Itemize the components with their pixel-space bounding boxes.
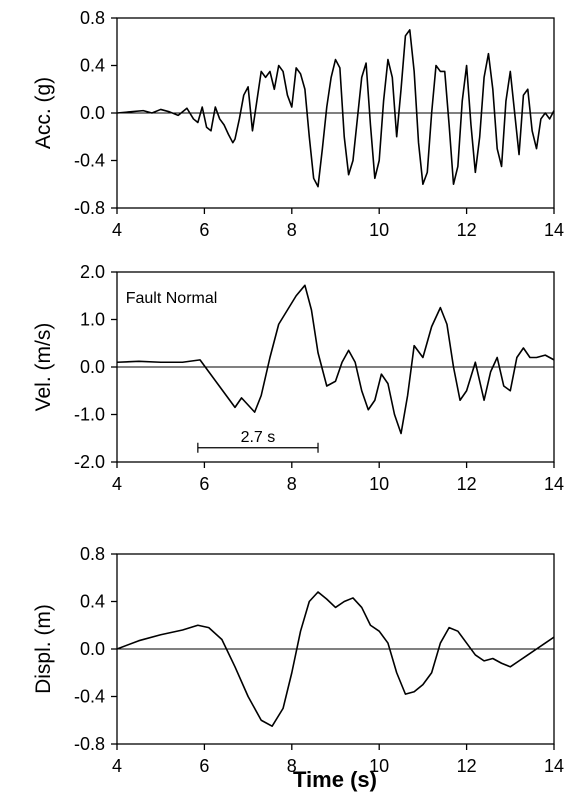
x-tick-label: 10 <box>369 220 389 240</box>
x-axis-ticks-3: 4 6 8 10 12 14 <box>112 744 564 776</box>
fault-normal-annotation: Fault Normal <box>126 290 218 307</box>
y-tick-label: 0.4 <box>80 56 105 76</box>
x-tick-label: 10 <box>369 474 389 494</box>
x-tick-label: 4 <box>112 756 122 776</box>
y-tick-label: -1.0 <box>74 405 105 425</box>
x-tick-label: 8 <box>287 474 297 494</box>
x-axis-ticks-1: 4 6 8 10 12 14 <box>112 208 564 240</box>
duration-annotation: 2.7 s <box>241 429 276 446</box>
x-tick-label: 14 <box>544 756 564 776</box>
y-tick-label: 0.0 <box>80 357 105 377</box>
y-axis-label-1: Acc. (g) <box>32 77 55 149</box>
y-axis-label-3: Displ. (m) <box>32 604 55 694</box>
x-axis-ticks-2: 4 6 8 10 12 14 <box>112 462 564 494</box>
y-tick-label: 0.0 <box>80 639 105 659</box>
x-tick-label: 8 <box>287 756 297 776</box>
panel-velocity: -2.0 -1.0 0.0 1.0 2.0 4 6 8 10 12 14 Fault Normal… <box>32 262 564 494</box>
y-tick-label: -2.0 <box>74 452 105 472</box>
x-tick-label: 8 <box>287 220 297 240</box>
x-tick-label: 14 <box>544 220 564 240</box>
x-tick-label: 14 <box>544 474 564 494</box>
velocity-series-line <box>116 284 555 435</box>
y-tick-label: -0.4 <box>74 687 105 707</box>
y-tick-label: 0.8 <box>80 544 105 564</box>
y-tick-label: 0.4 <box>80 592 105 612</box>
panel-displacement: -0.8 -0.4 0.0 0.4 0.8 4 6 8 10 12 14 Displ. (m) T… <box>32 544 564 792</box>
y-tick-label: -0.8 <box>74 198 105 218</box>
y-tick-label: 2.0 <box>80 262 105 282</box>
y-tick-label: -0.8 <box>74 734 105 754</box>
x-tick-label: 4 <box>112 474 122 494</box>
displacement-series-line <box>116 591 555 727</box>
x-tick-label: 4 <box>112 220 122 240</box>
y-tick-label: 0.0 <box>80 103 105 123</box>
x-tick-label: 12 <box>457 474 477 494</box>
x-axis-label: Time (s) <box>293 767 377 792</box>
y-axis-ticks-1: -0.8 -0.4 0.0 0.4 0.8 <box>74 8 117 218</box>
x-tick-label: 12 <box>457 220 477 240</box>
y-tick-label: -0.4 <box>74 151 105 171</box>
y-axis-label-2: Vel. (m/s) <box>32 323 55 412</box>
y-tick-label: 1.0 <box>80 310 105 330</box>
duration-bracket <box>197 442 319 453</box>
x-tick-label: 12 <box>457 756 477 776</box>
x-tick-label: 10 <box>369 756 389 776</box>
panel-acceleration: -0.8 -0.4 0.0 0.4 0.8 4 6 8 10 12 14 Acc. (g) <box>32 8 564 240</box>
x-tick-label: 6 <box>199 756 209 776</box>
y-axis-ticks-3: -0.8 -0.4 0.0 0.4 0.8 <box>74 544 117 754</box>
y-axis-ticks-2: -2.0 -1.0 0.0 1.0 2.0 <box>74 262 117 472</box>
x-tick-label: 6 <box>199 220 209 240</box>
x-tick-label: 6 <box>199 474 209 494</box>
y-tick-label: 0.8 <box>80 8 105 28</box>
acceleration-series-line <box>116 29 555 188</box>
